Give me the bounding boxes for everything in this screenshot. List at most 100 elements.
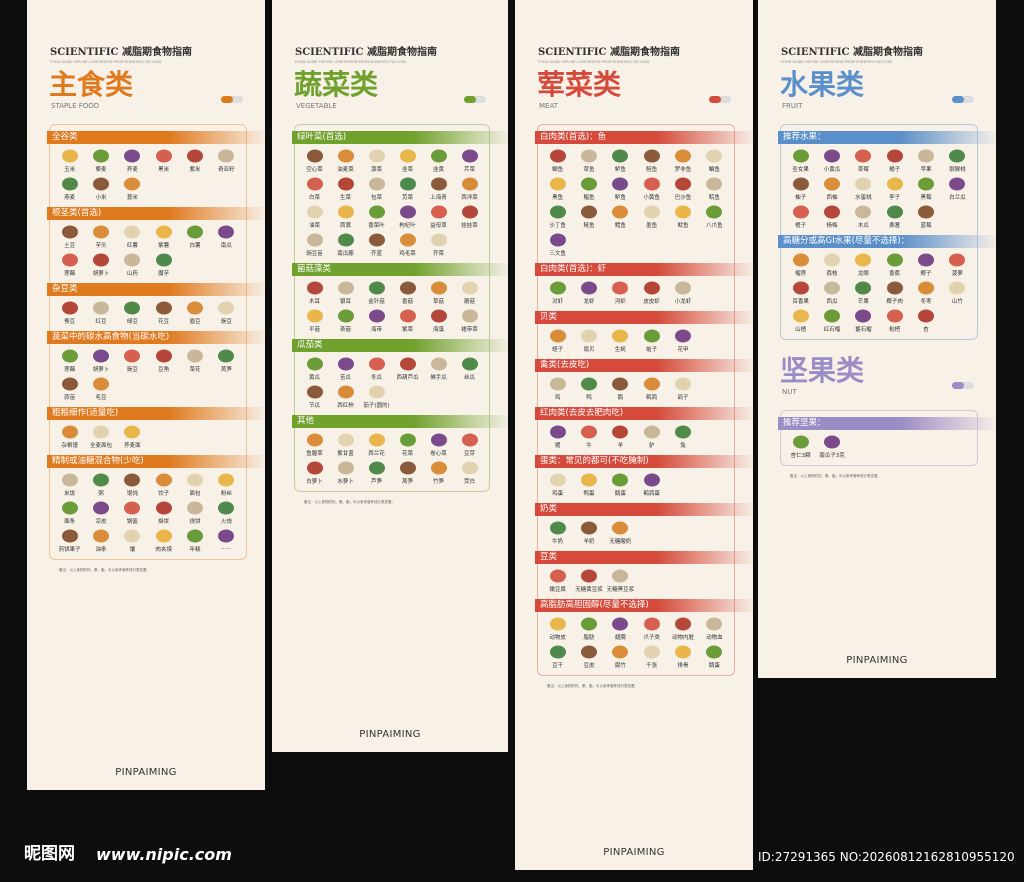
food-icon xyxy=(399,461,416,475)
food-icon xyxy=(61,253,78,267)
food-item: 椰子 xyxy=(910,253,941,277)
food-grid: 对虾 龙虾 河虾 皮皮虾 小龙虾 xyxy=(538,281,734,305)
food-item: 西瓜 xyxy=(816,281,847,305)
food-item: 沙丁鱼 xyxy=(542,205,573,229)
food-label: 牛奶 xyxy=(552,539,564,545)
food-icon xyxy=(643,205,660,219)
food-label: 紫菜 xyxy=(401,327,413,333)
food-label: 韭黄 xyxy=(432,167,444,173)
food-item: 鱿鱼 xyxy=(667,205,698,229)
food-item: 油菜 xyxy=(299,205,330,229)
food-label: 白兰瓜 xyxy=(949,195,966,201)
food-icon xyxy=(461,433,478,447)
watermark-url: www.nipic.com xyxy=(96,845,232,864)
category-title-en: FRUIT xyxy=(782,102,803,110)
food-item: 眉豆 xyxy=(179,301,210,325)
food-label: 动物内脏 xyxy=(671,635,694,641)
food-label: 嫩豆腐 xyxy=(549,587,566,593)
poster: SCIENTIFIC 减脂期食物指南 FOOD GUIDE FOR FAT LOS… xyxy=(758,0,996,678)
food-item: 榴莲 xyxy=(785,253,816,277)
food-label: 苹果 xyxy=(920,167,932,173)
food-icon xyxy=(430,233,447,247)
food-icon xyxy=(306,177,323,191)
food-label: 凉皮 xyxy=(95,519,107,525)
food-item: 薏米 xyxy=(117,177,148,201)
food-label: 冬枣 xyxy=(920,299,932,305)
food-icon xyxy=(186,529,203,543)
food-item: 菠萝 xyxy=(942,253,973,277)
food-label: 翅膀 xyxy=(614,635,626,641)
food-label: 鳊鱼 xyxy=(708,167,720,173)
food-item: 魔芋 xyxy=(148,253,179,277)
poster-note: 备注：以上食物的热、蛋、脂，可以参考营养成分表查看。 xyxy=(59,568,150,572)
food-icon xyxy=(186,501,203,515)
food-icon xyxy=(643,377,660,391)
food-item: 金针菇 xyxy=(361,281,392,305)
food-label: 脂肪 xyxy=(583,635,595,641)
food-icon xyxy=(92,149,109,163)
food-icon xyxy=(949,149,966,163)
food-icon xyxy=(155,253,172,267)
food-label: 沙丁鱼 xyxy=(549,223,566,229)
food-icon xyxy=(186,473,203,487)
food-grid: 莲藕 胡萝卜 豌豆 豆角 菜花 莴笋 蒜苗 毛豆 xyxy=(50,349,246,401)
food-icon xyxy=(706,205,723,219)
food-item: 荞麦 xyxy=(117,149,148,173)
toggle-decoration xyxy=(952,96,974,103)
section-box: 推荐水果： 圣女果 小黄瓜 草莓 橘子 苹果 猕猴桃 柚子 西柚 水蜜桃 李子 黑莓 白兰瓜 橙子 杨梅 木瓜… xyxy=(778,124,996,340)
section-box: 全谷类 玉米 藜麦 荞麦 黑米 紫米 奇亚籽 燕麦 小米 薏米 根茎类(首选) 土豆 芋头 红薯 紫薯 白薯 南… xyxy=(47,124,265,560)
food-item: 千张 xyxy=(636,645,667,669)
food-icon xyxy=(124,177,141,191)
food-icon xyxy=(186,301,203,315)
food-grid: 鱼腥草 紫甘蓝 西兰花 花菜 卷心菜 豆芽 白萝卜 水萝卜 芦笋 莴笋 竹笋 茭白 xyxy=(295,433,489,485)
food-label: 杨梅 xyxy=(826,223,838,229)
food-grid: 牛奶 羊奶 无糖酸奶 xyxy=(538,521,734,545)
food-item: 韭黄 xyxy=(423,149,454,173)
food-label: 椰子 xyxy=(920,271,932,277)
food-item: 竹笋 xyxy=(423,461,454,485)
food-label: 菠萝 xyxy=(951,271,963,277)
food-grid: 蚕豆 红豆 绿豆 花豆 眉豆 豌豆 xyxy=(50,301,246,325)
food-icon xyxy=(706,149,723,163)
watermark-logo: 昵图网 xyxy=(24,844,75,864)
food-icon xyxy=(430,177,447,191)
food-label: 蒜苗 xyxy=(64,395,76,401)
food-label: 紫甘蓝 xyxy=(337,451,354,457)
food-item: 燕麦 xyxy=(54,177,85,201)
food-label: 草鱼 xyxy=(583,167,595,173)
food-icon xyxy=(549,617,566,631)
food-item: 山楂 xyxy=(785,309,816,333)
food-icon xyxy=(155,529,172,543)
food-icon xyxy=(549,521,566,535)
food-label: 白萝卜 xyxy=(306,479,323,485)
food-icon xyxy=(612,569,629,583)
food-item: 扇贝 xyxy=(573,329,604,353)
section-header: 绿叶菜(首选) xyxy=(292,131,508,144)
food-label: 芦笋 xyxy=(370,479,382,485)
food-item: 胡萝卜 xyxy=(85,253,116,277)
food-label: 杂粮馒 xyxy=(61,443,78,449)
food-label: 蛤子 xyxy=(646,347,658,353)
food-label: 白菜 xyxy=(308,195,320,201)
food-icon xyxy=(706,645,723,659)
food-item: 木瓜 xyxy=(848,205,879,229)
food-label: 腐竹 xyxy=(614,663,626,669)
food-item: 鸡 xyxy=(542,377,573,401)
food-grid: 玉米 藜麦 荞麦 黑米 紫米 奇亚籽 燕麦 小米 薏米 xyxy=(50,149,246,201)
food-icon xyxy=(306,281,323,295)
food-icon xyxy=(61,149,78,163)
food-label: 鲢鱼 xyxy=(583,223,595,229)
food-label: 饺子 xyxy=(158,491,170,497)
food-icon xyxy=(306,461,323,475)
food-item: 豌豆 xyxy=(117,349,148,373)
food-icon xyxy=(186,225,203,239)
food-icon xyxy=(124,149,141,163)
food-grid: 鲫鱼 草鱼 鲈鱼 鲑鱼 罗非鱼 鳊鱼 黑鱼 鲳鱼 鲈鱼 小黄鱼 巴沙鱼 鲩鱼 沙丁鱼 鲢鱼 鳕鱼 墨鱼 鱿鱼 八爪… xyxy=(538,149,734,257)
food-icon xyxy=(399,205,416,219)
food-item: 嫩豆腐 xyxy=(542,569,573,593)
food-icon xyxy=(643,281,660,295)
food-item: 鸡毛菜 xyxy=(392,233,423,257)
food-item: 冬枣 xyxy=(910,281,941,305)
food-item: 小黄鱼 xyxy=(636,177,667,201)
food-item: 翅膀 xyxy=(605,617,636,641)
